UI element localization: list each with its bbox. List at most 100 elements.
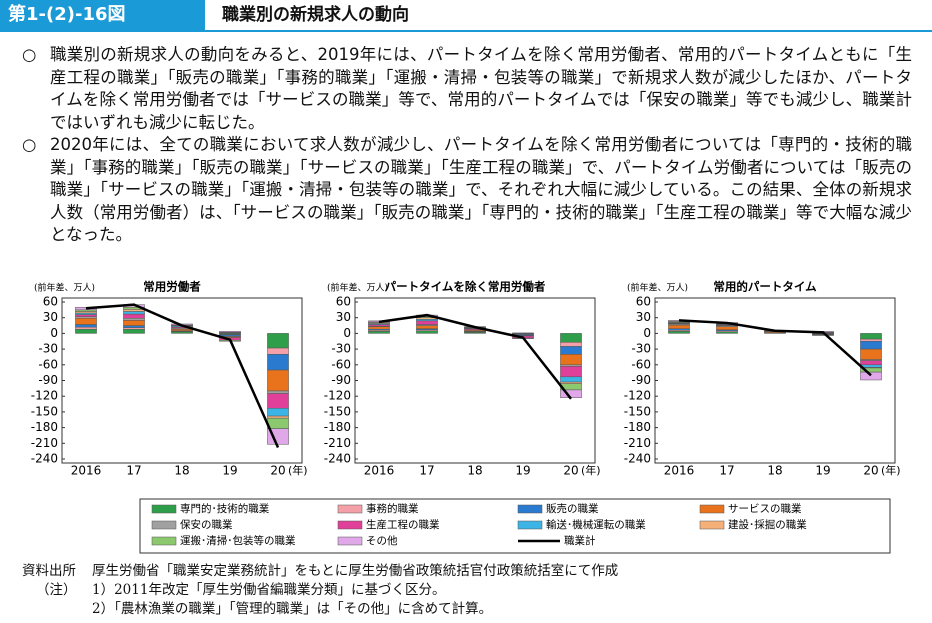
total-line (85, 303, 280, 448)
paragraph: ○ 2020年には、全ての職業において求人数が減少し、パートタイムを除く常用労働者… (22, 134, 912, 247)
legend-swatch (337, 504, 363, 514)
bullet: ○ (22, 135, 37, 154)
bar-segment (267, 369, 289, 392)
y-tick-label: -180 (31, 420, 58, 434)
y-tick-label: -120 (624, 389, 651, 403)
note-item: 2）「農林漁業の職業」「管理的職業」は「その他」に含めて計算。 (92, 601, 493, 617)
bar-segment (560, 346, 582, 355)
bar-segment (860, 338, 882, 342)
y-tick-label: -30 (38, 342, 58, 356)
legend-swatch (517, 520, 543, 530)
y-tick-label: -60 (38, 357, 58, 371)
legend-swatch (337, 520, 363, 530)
bar-segment (123, 320, 145, 326)
figure-title: 職業別の新規求人の動向 (222, 5, 409, 25)
legend-label: 専門的･技術的職業 (180, 502, 270, 515)
total-line (678, 319, 872, 377)
note-item: 1）2011年改定「厚生労働省編職業分類」に基づく区分。 (92, 582, 446, 598)
bar-segment (560, 342, 582, 347)
x-tick-label: 19 (815, 464, 830, 478)
figure-number: 第1-(2)-16図 (0, 0, 205, 30)
bar-segment (560, 333, 582, 343)
description: ○ 職業別の新規求人の動向をみると、2019年には、パートタイムを除く常用労働者、… (22, 44, 912, 247)
y-tick-label: 0 (50, 326, 58, 340)
y-tick-label: -30 (331, 342, 351, 356)
header: 第1-(2)-16図 職業別の新規求人の動向 (0, 0, 932, 32)
bar-segment (716, 326, 738, 330)
x-tick-label: 2016 (664, 464, 695, 478)
y-tick-label: -180 (624, 420, 651, 434)
bar-segment (668, 324, 690, 329)
bar-segment (812, 334, 834, 336)
x-axis-label: (年) (288, 463, 308, 477)
legend-swatch (337, 536, 363, 546)
bar-segment (512, 332, 534, 334)
legend-label: 生産工程の職業 (366, 518, 440, 531)
bar-segment (123, 313, 145, 319)
legend-label: 職業計 (564, 534, 596, 547)
bar-segment (668, 331, 690, 334)
bar-segment (123, 328, 145, 334)
legend-label: 建設･採掘の職業 (728, 518, 807, 531)
paragraph-text: 職業別の新規求人の動向をみると、2019年には、パートタイムを除く常用労働者、常… (50, 45, 912, 132)
legend-label: 事務的職業 (366, 502, 419, 515)
y-tick-label: -90 (38, 373, 58, 387)
bar-segment (860, 348, 882, 360)
y-tick-label: 0 (643, 326, 651, 340)
y-tick-label: 30 (43, 310, 58, 324)
note: （注） 1）2011年改定「厚生労働省編職業分類」に基づく区分。 (22, 581, 618, 600)
source-label: 資料出所 (22, 563, 76, 579)
x-axis-label: (年) (881, 463, 901, 477)
bar-segment (75, 317, 97, 325)
x-tick-label: 17 (419, 464, 434, 478)
bar-segment (560, 376, 582, 383)
y-tick-label: -120 (31, 389, 58, 403)
charts: 常用労働者(前年差、万人)-240-210-180-150-120-90-60-… (31, 280, 901, 554)
y-tick-label: 30 (336, 310, 351, 324)
bar-segment (123, 311, 145, 315)
bar-segment (368, 326, 390, 330)
legend-label: その他 (366, 534, 398, 547)
bar-segment (75, 326, 97, 330)
y-tick-label: -90 (631, 373, 651, 387)
plot-frame (654, 297, 896, 464)
plot-frame (61, 297, 303, 464)
bullet: ○ (22, 45, 37, 64)
bar-segment (123, 317, 145, 321)
x-tick-label: 17 (126, 464, 141, 478)
bar-segment (75, 328, 97, 334)
y-tick-label: -150 (31, 404, 58, 418)
bar-segment (75, 324, 97, 328)
y-tick-label: -210 (324, 436, 351, 450)
bar-segment (560, 354, 582, 366)
y-tick-label: -150 (324, 404, 351, 418)
paragraph: ○ 職業別の新規求人の動向をみると、2019年には、パートタイムを除く常用労働者、… (22, 44, 912, 134)
chart-title: パートタイムを除く常用労働者 (385, 280, 546, 294)
bar-segment (267, 333, 289, 349)
x-tick-label: 18 (767, 464, 782, 478)
bar-segment (416, 325, 438, 329)
bar-segment (560, 366, 582, 378)
legend-label: 保安の職業 (180, 518, 233, 531)
legend-label: 運搬･清掃･包装等の職業 (180, 534, 296, 547)
chart-title: 常用労働者 (143, 280, 201, 294)
y-tick-label: -180 (324, 420, 351, 434)
bar-segment (267, 415, 289, 419)
source-text: 厚生労働省「職業安定業務統計」をもとに厚生労働省政策統括官付政策統括室にて作成 (92, 563, 619, 579)
plot-frame (354, 297, 596, 464)
bar-segment (123, 309, 145, 312)
note-label: （注） (36, 582, 77, 598)
note: 2）「農林漁業の職業」「管理的職業」は「その他」に含めて計算。 (22, 600, 618, 619)
y-tick-label: -210 (31, 436, 58, 450)
bar-segment (860, 360, 882, 366)
y-tick-label: -210 (624, 436, 651, 450)
x-tick-label: 19 (222, 464, 237, 478)
bar-segment (416, 330, 438, 334)
legend-label: 販売の職業 (546, 502, 599, 515)
bar-segment (267, 393, 289, 409)
bar-segment (267, 390, 289, 394)
x-tick-label: 2016 (364, 464, 395, 478)
bar-segment (368, 331, 390, 334)
paragraph-text: 2020年には、全ての職業において求人数が減少し、パートタイムを除く常用労働者に… (50, 135, 912, 244)
